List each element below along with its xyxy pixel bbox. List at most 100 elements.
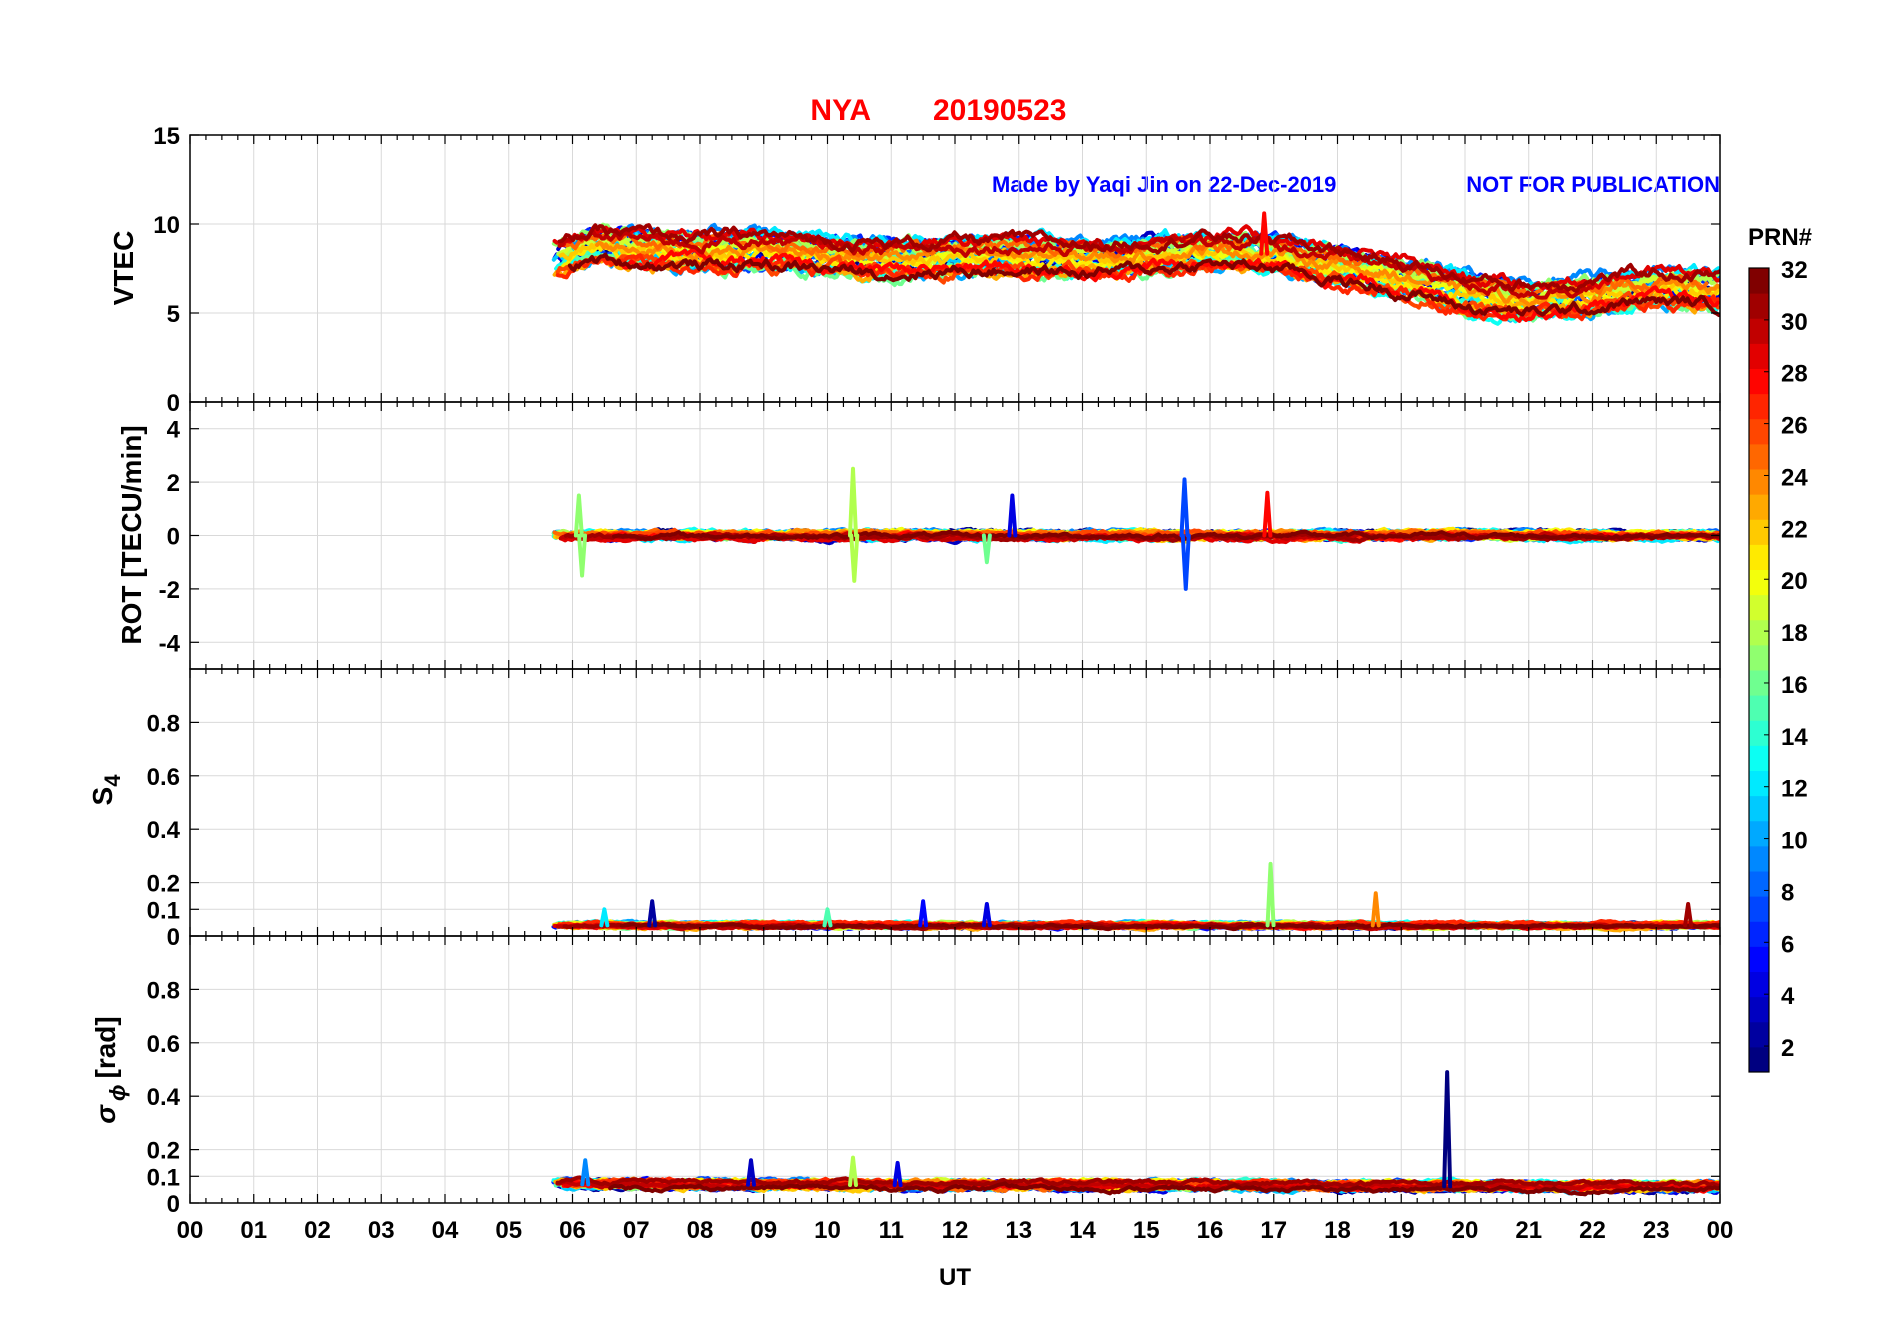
series-sigma_phi-prn-32 xyxy=(608,1181,1720,1197)
y-axis-label-vtec: VTEC xyxy=(108,231,139,306)
x-axis-label: UT xyxy=(939,1264,971,1291)
spike-s4-6 xyxy=(599,907,610,928)
x-tick-labels: 00 01 02 03 04 05 06 07 08 09 10 11 12 13 14 15 16 17 18 19… xyxy=(177,1217,1734,1244)
spike-rot-7 xyxy=(1007,493,1018,538)
x-tick-label: 22 xyxy=(1579,1217,1606,1244)
colorbar-segment xyxy=(1749,293,1769,319)
spike-s4-4 xyxy=(981,901,992,928)
colorbar-segment xyxy=(1749,368,1769,395)
colorbar-tick-label: 6 xyxy=(1781,931,1794,958)
spike-sigma_phi-4 xyxy=(892,1160,903,1188)
spike-s4-1 xyxy=(1370,891,1381,928)
x-tick-label: 12 xyxy=(942,1217,969,1244)
colorbar-tick-label: 30 xyxy=(1781,309,1808,336)
colorbar-segment xyxy=(1749,418,1769,445)
annotation-disclaimer: NOT FOR PUBLICATION xyxy=(1466,172,1720,197)
spike-sigma_phi-3 xyxy=(746,1158,756,1187)
colorbar-tick-label: 8 xyxy=(1781,879,1794,906)
spike-rot-2 xyxy=(1179,477,1190,538)
x-tick-label: 08 xyxy=(687,1217,714,1244)
x-tick-label: 00 xyxy=(1707,1217,1734,1244)
x-tick-label: 00 xyxy=(177,1217,204,1244)
spike-sigma_phi-2 xyxy=(580,1158,591,1187)
x-tick-label: 17 xyxy=(1260,1217,1287,1244)
spike-rot-6 xyxy=(577,533,588,578)
y-tick-label: 0.6 xyxy=(147,1031,180,1058)
s4-subscript: 4 xyxy=(100,774,125,787)
colorbar-segment xyxy=(1749,619,1769,646)
colorbar-segment xyxy=(1749,393,1769,420)
x-tick-label: 19 xyxy=(1388,1217,1415,1244)
sigma-symbol: σ xyxy=(90,1104,121,1124)
colorbar-tick-label: 10 xyxy=(1781,828,1808,855)
y-tick-label: 0.8 xyxy=(147,977,180,1004)
colorbar-segment xyxy=(1749,544,1769,570)
colorbar-segment xyxy=(1749,695,1769,721)
colorbar-segment xyxy=(1749,820,1769,847)
colorbar-segment xyxy=(1749,670,1769,696)
colorbar-segment xyxy=(1749,921,1769,947)
colorbar-title: PRN# xyxy=(1748,224,1812,251)
colorbar-segment xyxy=(1749,594,1769,621)
x-tick-label: 20 xyxy=(1452,1217,1479,1244)
spike-rot-1 xyxy=(849,533,860,583)
series-group-sigma_phi xyxy=(551,1070,1720,1197)
y-tick-label: 0.2 xyxy=(147,1138,180,1165)
y-tick-label: 0.2 xyxy=(147,871,180,898)
colorbar-tick-label: 26 xyxy=(1781,413,1808,440)
y-axis-label-s4: S4 xyxy=(87,774,125,806)
x-tick-label: 10 xyxy=(814,1217,841,1244)
series-group-rot xyxy=(551,466,1720,591)
colorbar-segment xyxy=(1749,268,1769,294)
panels: 051015-4-202400.10.20.40.60.800.10.20.40… xyxy=(147,123,1721,1218)
y-tick-label: 15 xyxy=(153,123,180,150)
colorbar-segment xyxy=(1749,745,1769,771)
colorbar-segment xyxy=(1749,971,1769,998)
colorbar-tick-label: 28 xyxy=(1781,361,1808,388)
colorbar-segment xyxy=(1749,845,1769,872)
series-vtec-prn-9 xyxy=(560,222,1720,291)
spike-sigma_phi-1 xyxy=(848,1155,858,1187)
spike-rot-3 xyxy=(1180,533,1191,591)
series-group-s4 xyxy=(551,861,1720,933)
series-vtec-prn-32 xyxy=(567,252,1720,317)
y-tick-label: 0.1 xyxy=(147,1164,180,1191)
y-tick-label: -2 xyxy=(159,577,180,604)
colorbar-segment xyxy=(1749,770,1769,797)
colorbar-segment xyxy=(1749,896,1769,922)
y-tick-label: 2 xyxy=(167,470,180,497)
colorbar-tick-label: 12 xyxy=(1781,776,1808,803)
colorbar-segment xyxy=(1749,720,1769,746)
x-tick-label: 06 xyxy=(559,1217,586,1244)
spike-sigma_phi-0 xyxy=(1442,1070,1453,1189)
x-tick-label: 14 xyxy=(1069,1217,1096,1244)
y-tick-label: 0 xyxy=(167,924,180,951)
colorbar-segment xyxy=(1749,494,1769,520)
s4-letter: S xyxy=(87,787,118,806)
panel-rot: -4 -2 0 2 4 xyxy=(159,401,1721,670)
y-tick-label: 4 xyxy=(167,417,181,444)
spike-rot-0 xyxy=(848,466,858,538)
x-tick-label: 04 xyxy=(432,1217,459,1244)
colorbar-segment xyxy=(1749,569,1769,596)
colorbar-tick-label: 32 xyxy=(1781,257,1808,284)
colorbar-segment xyxy=(1749,1021,1769,1048)
series-sigma_phi-prn-31 xyxy=(555,1175,1720,1189)
colorbar-segment xyxy=(1749,469,1769,495)
spike-rot-4 xyxy=(1262,490,1273,538)
colorbar-tick-label: 4 xyxy=(1781,983,1795,1010)
y-axis-label-rot: ROT [TECU/min] xyxy=(116,425,147,644)
colorbar-segment xyxy=(1749,946,1769,972)
svg-text:S4: S4 xyxy=(87,774,125,806)
y-tick-label: 0.4 xyxy=(147,817,181,844)
y-tick-label: 5 xyxy=(167,301,180,328)
spike-rot-5 xyxy=(573,493,584,538)
colorbar-segment xyxy=(1749,519,1769,545)
x-tick-label: 07 xyxy=(623,1217,650,1244)
x-tick-label: 18 xyxy=(1324,1217,1351,1244)
colorbar-tick-label: 16 xyxy=(1781,672,1808,699)
colorbar-segment xyxy=(1749,871,1769,897)
colorbar-frame xyxy=(1748,267,1770,1073)
panel-s4: 00.10.2 0.4 0.6 0.8 xyxy=(147,668,1721,951)
